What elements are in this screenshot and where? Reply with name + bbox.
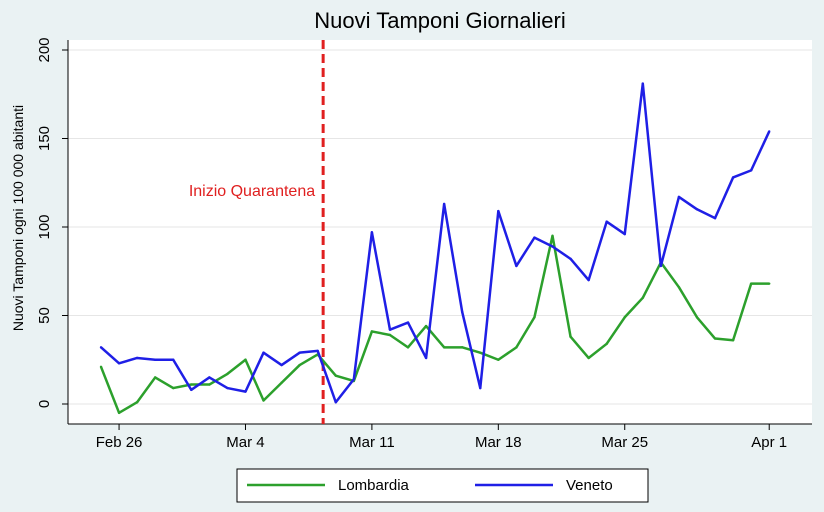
- x-tick-label: Mar 4: [226, 434, 264, 451]
- data-point-veneto: [768, 130, 771, 133]
- data-point-lombardia: [117, 411, 121, 415]
- data-point-lombardia: [497, 358, 500, 361]
- data-point-lombardia: [153, 376, 157, 379]
- y-tick-label: 150: [36, 126, 53, 151]
- data-point-veneto: [623, 232, 626, 236]
- data-point-lombardia: [533, 316, 536, 319]
- data-point-lombardia: [406, 346, 410, 349]
- data-point-veneto: [316, 349, 319, 353]
- data-point-veneto: [587, 278, 590, 282]
- data-point-veneto: [695, 208, 699, 211]
- data-point-lombardia: [713, 337, 717, 340]
- data-point-veneto: [244, 390, 247, 393]
- y-tick-label: 0: [36, 400, 53, 408]
- data-point-lombardia: [388, 333, 392, 337]
- data-point-lombardia: [479, 351, 482, 354]
- x-tick-label: Mar 11: [349, 434, 395, 451]
- data-point-lombardia: [569, 335, 572, 338]
- data-point-veneto: [298, 351, 301, 354]
- data-point-lombardia: [587, 356, 590, 360]
- data-point-lombardia: [731, 339, 735, 342]
- data-point-veneto: [388, 328, 392, 331]
- series-line-veneto: [100, 82, 771, 404]
- data-point-veneto: [497, 209, 500, 213]
- x-tick-label: Mar 25: [601, 434, 648, 451]
- series-layer: [99, 82, 771, 415]
- legend-label-veneto: Veneto: [566, 477, 613, 494]
- quarantine-label: Inizio Quarantena: [189, 183, 315, 200]
- data-point-lombardia: [749, 282, 753, 285]
- data-point-veneto: [659, 264, 663, 268]
- grid-layer: [68, 49, 812, 405]
- data-point-veneto: [153, 358, 157, 361]
- data-point-lombardia: [677, 285, 681, 289]
- data-point-veneto: [334, 401, 337, 404]
- data-point-veneto: [262, 351, 265, 354]
- data-point-veneto: [117, 362, 121, 365]
- data-point-veneto: [135, 356, 139, 360]
- data-point-veneto: [352, 378, 356, 381]
- x-axis: Feb 26 Mar 4 Mar 11 Mar 18 Mar 25 Apr 1: [68, 423, 812, 451]
- data-point-lombardia: [334, 374, 337, 377]
- data-point-veneto: [713, 216, 717, 220]
- data-point-lombardia: [695, 316, 699, 319]
- annotation-layer: Inizio Quarantena: [189, 40, 325, 424]
- data-point-veneto: [515, 264, 518, 268]
- data-point-lombardia: [298, 363, 301, 367]
- data-point-lombardia: [641, 296, 644, 299]
- data-point-veneto: [641, 82, 644, 85]
- data-point-veneto: [208, 376, 211, 379]
- data-point-lombardia: [172, 386, 175, 390]
- data-point-lombardia: [208, 383, 211, 386]
- data-point-veneto: [280, 363, 283, 367]
- data-point-lombardia: [262, 399, 265, 402]
- data-point-lombardia: [768, 282, 771, 285]
- y-tick-label: 50: [36, 307, 53, 324]
- data-point-veneto: [442, 202, 446, 206]
- data-point-veneto: [370, 231, 374, 234]
- data-point-lombardia: [442, 346, 446, 349]
- series-line-lombardia: [99, 234, 770, 415]
- data-point-lombardia: [461, 346, 464, 349]
- data-point-lombardia: [605, 342, 608, 346]
- y-tick-label: 200: [36, 37, 53, 62]
- data-point-veneto: [551, 245, 554, 248]
- data-point-veneto: [226, 386, 229, 390]
- legend-label-lombardia: Lombardia: [338, 477, 410, 494]
- legend: Lombardia Veneto: [236, 468, 649, 503]
- data-point-lombardia: [226, 372, 229, 376]
- data-point-lombardia: [551, 234, 554, 238]
- data-point-veneto: [731, 176, 735, 179]
- data-point-veneto: [749, 169, 753, 172]
- data-point-veneto: [406, 321, 410, 324]
- chart-title: Nuovi Tamponi Giornalieri: [314, 8, 566, 33]
- data-point-veneto: [677, 195, 681, 199]
- data-point-veneto: [605, 220, 608, 223]
- data-point-veneto: [99, 346, 103, 349]
- data-point-lombardia: [190, 383, 193, 386]
- data-point-veneto: [172, 358, 175, 361]
- data-point-lombardia: [370, 330, 374, 333]
- data-point-veneto: [461, 310, 464, 314]
- x-tick-label: Mar 18: [475, 434, 522, 451]
- data-point-veneto: [190, 388, 193, 392]
- y-axis: 0 50 100 150 200: [36, 37, 69, 424]
- data-point-veneto: [533, 236, 536, 239]
- data-point-lombardia: [244, 358, 247, 361]
- data-point-lombardia: [99, 365, 103, 369]
- data-point-veneto: [479, 386, 482, 390]
- data-point-veneto: [424, 356, 428, 360]
- data-point-lombardia: [623, 316, 626, 319]
- data-point-veneto: [569, 257, 572, 261]
- x-tick-label: Feb 26: [96, 434, 143, 451]
- data-point-lombardia: [515, 346, 518, 349]
- x-tick-label: Apr 1: [751, 434, 787, 451]
- data-point-lombardia: [280, 381, 283, 384]
- y-tick-label: 100: [36, 214, 53, 239]
- data-point-lombardia: [424, 324, 428, 328]
- data-point-lombardia: [135, 401, 139, 404]
- y-axis-title: Nuovi Tamponi ogni 100 000 abitanti: [10, 105, 26, 331]
